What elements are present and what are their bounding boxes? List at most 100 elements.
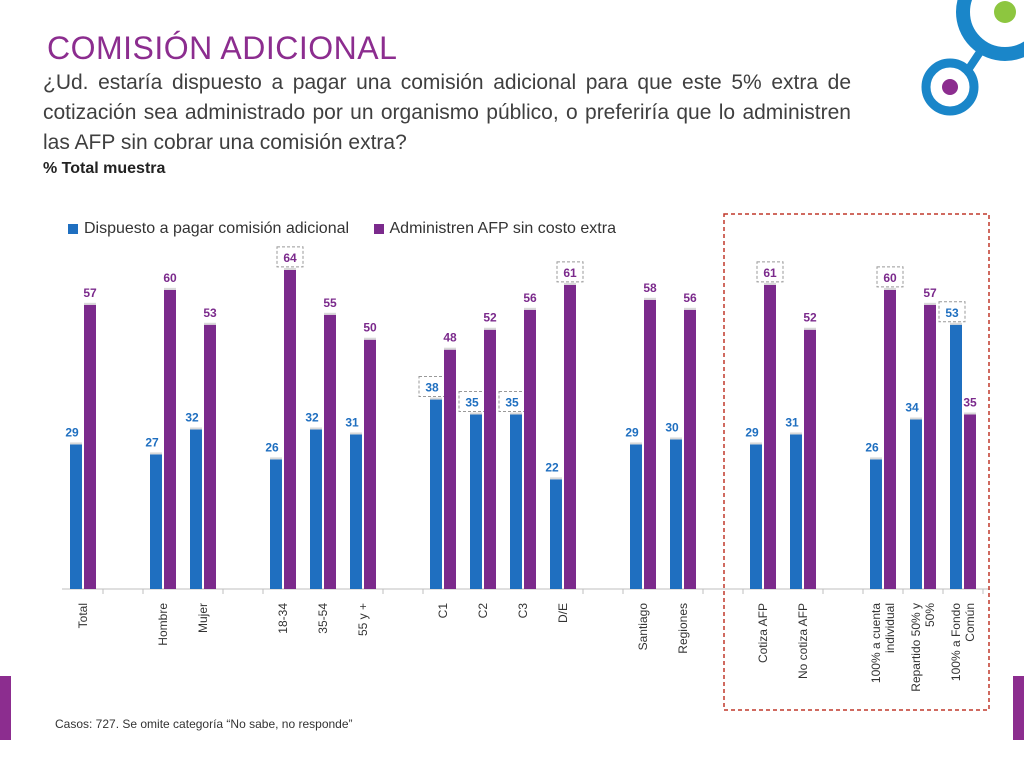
category-label-no-cotiza-afp: No cotiza AFP [796, 603, 810, 679]
data-label-cotiza-afp-series-1: 29 [745, 425, 759, 439]
bar-cap-repartido-50-y-50-series-1 [910, 417, 922, 420]
bar-d-e-series-1 [550, 479, 562, 589]
bar-cap-regiones-series-1 [670, 437, 682, 440]
category-label-line: Hombre [156, 603, 170, 646]
category-label-line: Regiones [676, 603, 690, 654]
highlight-box-100-a-cuenta-individual-series-2 [876, 266, 904, 288]
bar-mujer-series-2 [204, 324, 216, 589]
bar-regiones-series-1 [670, 439, 682, 589]
bar-cap-100-a-fondo-com-n-series-2 [964, 412, 976, 415]
bar-100-a-cuenta-individual-series-1 [870, 459, 882, 589]
data-label-35-54-series-1: 32 [305, 410, 319, 424]
category-label-line: 18-34 [276, 603, 290, 634]
bar-cap-mujer-series-2 [204, 322, 216, 325]
bar-cap-35-54-series-1 [310, 427, 322, 430]
data-label-total-series-2: 57 [83, 286, 97, 300]
bar-18-34-series-2 [284, 269, 296, 589]
category-label-d-e: D/E [556, 603, 570, 623]
category-label-regiones: Regiones [676, 603, 690, 654]
data-label-santiago-series-2: 58 [643, 281, 657, 295]
category-label-line: 100% a Fondo [949, 603, 963, 681]
category-label-55-y: 55 y + [356, 603, 370, 636]
bar-cotiza-afp-series-2 [764, 284, 776, 589]
bar-c3-series-2 [524, 309, 536, 589]
category-label-line: Repartido 50% y [909, 603, 923, 692]
bar-cap-35-54-series-2 [324, 312, 336, 315]
bar-cap-d-e-series-2 [564, 282, 576, 285]
bar-cap-repartido-50-y-50-series-2 [924, 302, 936, 305]
category-label-line: 55 y + [356, 603, 370, 636]
data-label-hombre-series-2: 60 [163, 271, 177, 285]
bar-cotiza-afp-series-1 [750, 444, 762, 589]
data-label-c2-series-2: 52 [483, 311, 497, 325]
data-label-repartido-50-y-50-series-1: 34 [905, 400, 919, 414]
data-label-55-y-series-1: 31 [345, 415, 359, 429]
data-label-mujer-series-1: 32 [185, 410, 199, 424]
bar-d-e-series-2 [564, 284, 576, 589]
legend-label-series-1: Dispuesto a pagar comisión adicional [84, 220, 350, 237]
bar-cap-total-series-2 [84, 302, 96, 305]
data-label-100-a-fondo-com-n-series-1: 53 [945, 306, 959, 320]
bar-c3-series-1 [510, 414, 522, 589]
data-label-santiago-series-1: 29 [625, 425, 639, 439]
data-label-no-cotiza-afp-series-1: 31 [785, 415, 799, 429]
category-label-line: C3 [516, 603, 530, 619]
page-title: COMISIÓN ADICIONAL [47, 30, 398, 66]
legend-label-series-2: Administren AFP sin costo extra [389, 220, 616, 237]
bar-total-series-2 [84, 304, 96, 589]
bar-cap-no-cotiza-afp-series-1 [790, 432, 802, 435]
footnote: Casos: 727. Se omite categoría “No sabe,… [55, 717, 353, 731]
data-label-100-a-fondo-com-n-series-2: 35 [963, 396, 977, 410]
data-label-cotiza-afp-series-2: 61 [763, 266, 777, 280]
bar-no-cotiza-afp-series-2 [804, 329, 816, 589]
data-label-18-34-series-2: 64 [283, 251, 297, 265]
category-label-100-a-cuenta-individual: 100% a cuenta individual [869, 603, 897, 683]
bar-cap-mujer-series-1 [190, 427, 202, 430]
afp-highlight-region [723, 213, 990, 711]
bar-santiago-series-2 [644, 299, 656, 589]
bar-100-a-fondo-com-n-series-1 [950, 324, 962, 589]
bar-cap-18-34-series-2 [284, 267, 296, 270]
bar-santiago-series-1 [630, 444, 642, 589]
bar-35-54-series-1 [310, 429, 322, 589]
data-label-no-cotiza-afp-series-2: 52 [803, 311, 817, 325]
bar-cap-18-34-series-1 [270, 457, 282, 460]
data-label-d-e-series-1: 22 [545, 460, 559, 474]
data-label-100-a-cuenta-individual-series-2: 60 [883, 271, 897, 285]
category-label-line: Cotiza AFP [756, 603, 770, 663]
category-label-c1: C1 [436, 603, 450, 619]
bar-regiones-series-2 [684, 309, 696, 589]
category-label-18-34: 18-34 [276, 603, 290, 634]
category-label-mujer: Mujer [196, 603, 210, 633]
bar-cap-c2-series-2 [484, 327, 496, 330]
highlight-box-100-a-fondo-com-n-series-1 [938, 301, 966, 323]
bar-cap-santiago-series-1 [630, 442, 642, 445]
category-label-line: C1 [436, 603, 450, 619]
category-label-line: C2 [476, 603, 490, 619]
bar-hombre-series-1 [150, 454, 162, 589]
data-label-c2-series-1: 35 [465, 396, 479, 410]
category-label-hombre: Hombre [156, 603, 170, 646]
data-label-c3-series-1: 35 [505, 396, 519, 410]
bar-cap-regiones-series-2 [684, 307, 696, 310]
category-label-santiago: Santiago [636, 603, 650, 651]
category-label-repartido-50-y-50: Repartido 50% y 50% [909, 603, 937, 692]
bar-18-34-series-1 [270, 459, 282, 589]
category-label-line: 50% [923, 603, 937, 627]
data-label-repartido-50-y-50-series-2: 57 [923, 286, 937, 300]
category-label-100-a-fondo-com-n: 100% a Fondo Común [949, 603, 977, 681]
category-label-line: D/E [556, 603, 570, 623]
data-label-mujer-series-2: 53 [203, 306, 217, 320]
bar-100-a-fondo-com-n-series-2 [964, 414, 976, 589]
bar-hombre-series-2 [164, 289, 176, 589]
data-label-hombre-series-1: 27 [145, 435, 159, 449]
legend-swatch-purple [373, 224, 384, 234]
bar-c1-series-2 [444, 349, 456, 589]
legend-swatch-blue [68, 224, 78, 234]
data-label-c1-series-2: 48 [443, 331, 457, 345]
category-label-35-54: 35-54 [316, 603, 330, 634]
bar-total-series-1 [70, 444, 82, 589]
category-label-c2: C2 [476, 603, 490, 619]
bar-cap-cotiza-afp-series-1 [750, 442, 762, 445]
